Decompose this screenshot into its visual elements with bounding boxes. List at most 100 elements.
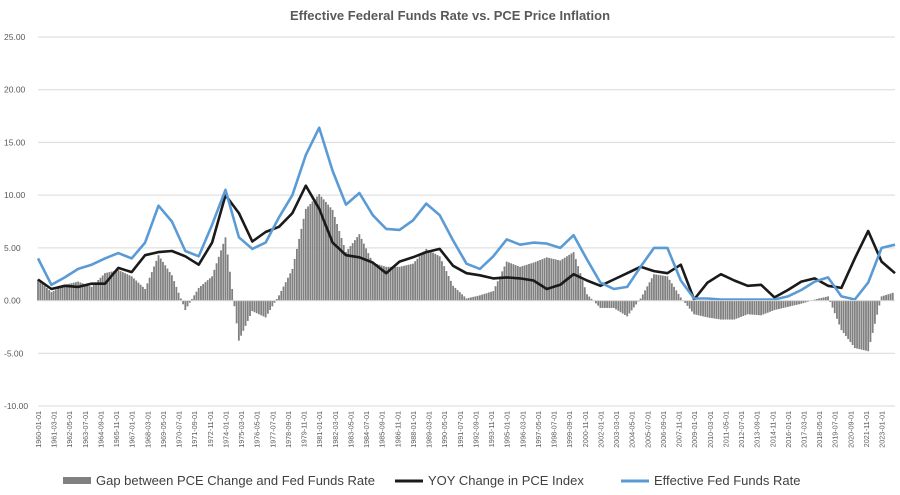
gap-bar [173,281,176,301]
gap-bar [590,298,593,301]
gap-bar [171,275,173,301]
gap-bar [521,266,524,301]
x-tick-label: 1965-11-01 [112,411,121,447]
gap-bar [202,284,205,301]
gap-bar [119,271,122,301]
x-tick-label: 1960-01-01 [34,411,43,448]
x-tick-label: 1995-01-01 [503,411,512,448]
gap-bar [59,287,62,301]
gap-bar [213,269,216,301]
gap-bar [362,243,365,301]
gap-bar [101,275,104,301]
gap-bar [699,300,702,316]
gap-bar [112,271,115,301]
gap-bar [664,275,667,301]
gap-bar [329,207,332,301]
gap-bar [650,278,653,301]
gap-bar [144,288,147,301]
gap-bar [233,300,236,307]
gap-bar [222,243,225,301]
gap-bar [563,257,566,301]
gap-bar [577,266,579,301]
gap-bar [164,265,167,301]
gap-bar [791,300,794,306]
gap-bar [795,300,798,305]
gap-bar [648,282,651,301]
gap-bar [878,300,881,306]
gap-bar [856,300,858,349]
x-tick-label: 2016-01-01 [784,411,793,448]
gap-bar [83,284,86,301]
gap-bar [418,256,421,301]
gap-bar [481,294,484,301]
gap-bar [351,243,354,301]
gap-bar [304,208,307,301]
x-tick-label: 2004-05-01 [628,411,637,448]
gap-bar [182,300,184,305]
x-tick-label: 1996-03-01 [518,411,527,448]
gap-bar [295,248,298,301]
gap-bar [711,300,713,319]
gap-bar [501,271,504,301]
x-tick-label: 2007-11-01 [675,411,684,447]
gap-bar [427,250,430,301]
x-tick-label: 1964-09-01 [97,411,106,448]
x-tick-label: 1971-09-01 [190,411,199,448]
gap-bar [824,296,827,301]
x-tick-label: 1961-03-01 [50,411,59,448]
gap-bar [436,255,439,301]
gap-bar [302,218,305,301]
gap-bar [641,294,644,301]
gap-bar [599,300,602,308]
gap-bar [740,300,742,317]
gap-bar [226,254,229,301]
fed-funds-line [36,126,896,301]
y-tick-label: 25.00 [4,32,26,42]
gap-bar [519,266,521,301]
gap-bar [653,274,655,301]
gap-bar [661,275,664,301]
gap-bar [429,251,432,301]
gap-bar [338,230,341,301]
gap-bar [537,260,539,301]
gap-bar [153,266,155,301]
x-tick-label: 1982-03-01 [331,411,340,448]
gap-bar [885,294,887,301]
x-tick-label: 2012-07-01 [737,411,746,448]
gap-bar [842,300,845,334]
gap-bar [543,258,546,301]
gap-bar [476,295,479,301]
gap-bar [608,300,611,308]
gap-bar [782,300,785,308]
gap-bar [615,300,617,310]
x-tick-label: 1985-09-01 [378,411,387,448]
gap-bar [137,282,140,301]
gap-bar [588,296,591,301]
gap-bar [757,300,760,316]
gap-bar [150,272,153,301]
gap-bar [467,297,470,301]
gap-bar [612,300,615,308]
gap-bar [871,300,874,333]
gap-bar [595,300,597,304]
gap-bar [655,274,658,301]
gap-bar [443,266,446,301]
gap-bar [492,291,495,301]
gap-bar [345,252,347,301]
gap-bar [157,255,160,301]
y-tick-label: 0.00 [4,296,21,306]
gap-bar [666,276,669,301]
gap-bar [251,300,254,312]
gap-bar [530,263,533,301]
x-tick-label: 1984-07-01 [362,411,371,448]
series-lines [36,126,896,301]
x-tick-label: 2002-01-01 [596,411,605,448]
gap-bar [347,249,350,301]
gap-bar [720,300,722,320]
gap-bar [88,285,91,301]
gap-bar [829,300,832,302]
gap-bar [235,300,238,324]
x-tick-label: 1975-03-01 [237,411,246,448]
x-tick-label: 2013-09-01 [753,411,762,448]
gap-bar [356,237,359,301]
